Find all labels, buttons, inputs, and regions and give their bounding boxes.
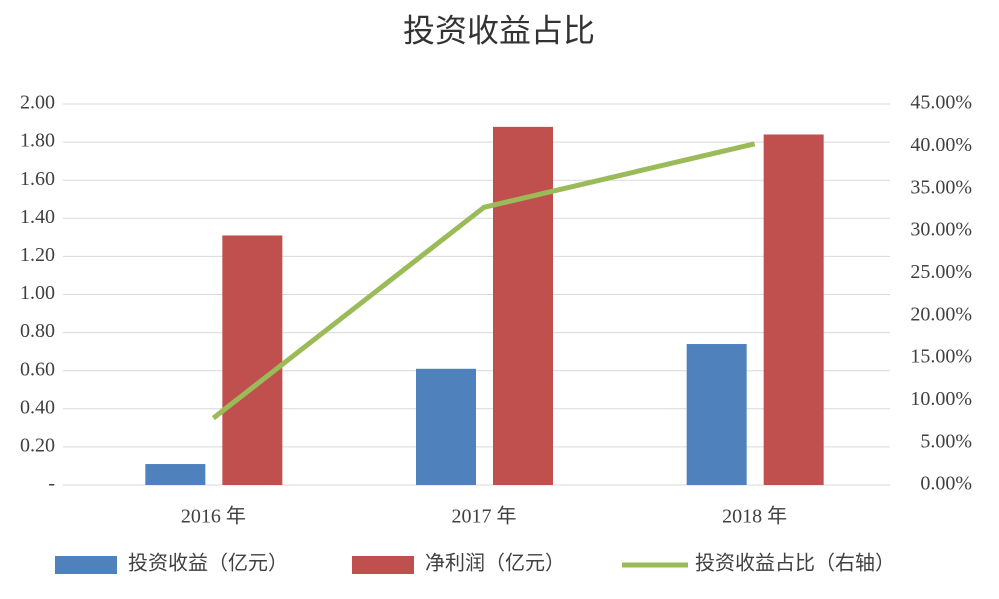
y2-tick-label: 10.00% [910, 388, 972, 410]
y-tick-label: 1.40 [20, 206, 55, 228]
legend-label: 净利润（亿元） [425, 552, 565, 575]
line [211, 141, 756, 421]
bar [493, 126, 553, 486]
legend-label: 投资收益占比（右轴） [695, 552, 895, 575]
x-tick-label: 2018 年 [722, 505, 787, 528]
y-tick-label: 0.20 [20, 434, 55, 456]
y2-tick-label: 20.00% [910, 303, 972, 325]
x-tick-label: 2017 年 [452, 505, 517, 528]
y2-tick-label: 30.00% [910, 219, 972, 241]
legend-label: 投资收益（亿元） [128, 552, 288, 575]
bar [222, 235, 283, 485]
y-tick-label: 1.60 [20, 168, 55, 190]
y2-tick-label: 40.00% [910, 134, 972, 156]
y-tick-label: 2.00 [20, 92, 55, 114]
y2-tick-label: 15.00% [910, 346, 972, 368]
y2-tick-label: 0.00% [920, 473, 972, 495]
y-tick-label: - [48, 473, 55, 495]
legend-swatch [55, 556, 117, 574]
y-tick-label: 1.20 [20, 244, 55, 266]
y-tick-label: 0.40 [20, 396, 55, 418]
y2-tick-label: 35.00% [910, 176, 972, 198]
bar [145, 464, 206, 485]
y2-tick-label: 5.00% [920, 430, 972, 452]
y-tick-label: 0.60 [20, 358, 55, 380]
x-tick-label: 2016 年 [181, 505, 246, 528]
bar [763, 134, 824, 486]
y-tick-label: 1.00 [20, 282, 55, 304]
legend-swatch [352, 556, 414, 574]
y-tick-label: 0.80 [20, 320, 55, 342]
bar [416, 368, 476, 485]
y-tick-label: 1.80 [20, 130, 55, 152]
y2-tick-label: 45.00% [910, 92, 972, 114]
y2-tick-label: 25.00% [910, 261, 972, 283]
chart-title: 投资收益占比 [403, 12, 595, 48]
bar [686, 344, 747, 485]
